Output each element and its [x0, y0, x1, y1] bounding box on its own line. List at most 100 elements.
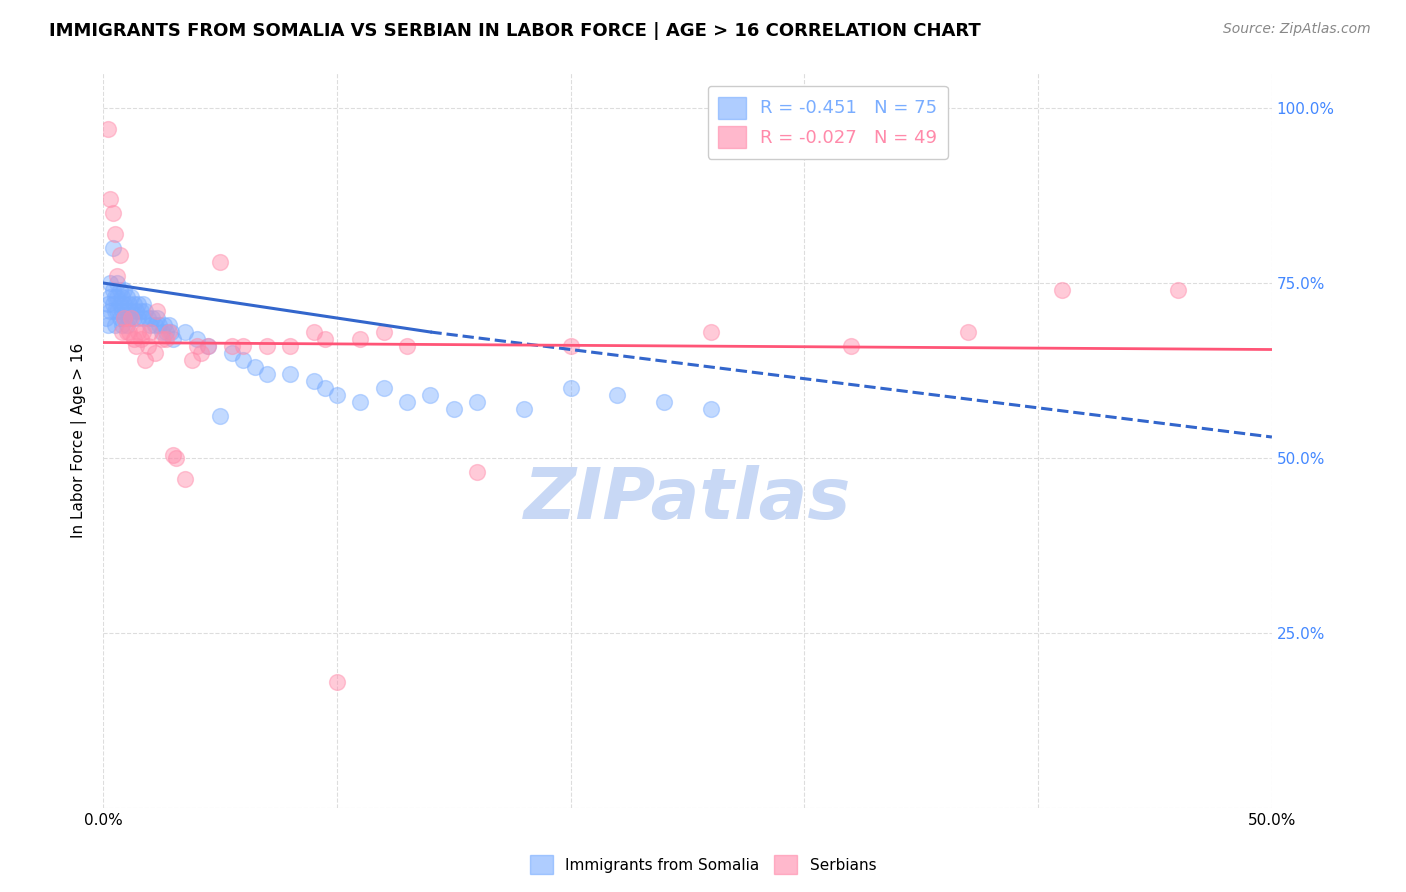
Point [148, 318, 170, 332]
Point [129, 332, 152, 346]
Point [174, 472, 197, 486]
Text: Source: ZipAtlas.com: Source: ZipAtlas.com [1223, 22, 1371, 37]
Point [349, 395, 371, 409]
Point [111, 304, 134, 318]
Point [108, 283, 131, 297]
Point [150, 325, 173, 339]
Point [443, 402, 465, 417]
Point [122, 297, 145, 311]
Point [105, 268, 128, 283]
Point [174, 325, 197, 339]
Point [190, 346, 212, 360]
Point [104, 227, 127, 241]
Point [373, 325, 395, 339]
Point [700, 402, 723, 417]
Point [1050, 283, 1073, 297]
Point [513, 402, 536, 417]
Point [132, 325, 155, 339]
Point [122, 311, 145, 326]
Point [157, 325, 180, 339]
Point [146, 311, 169, 326]
Point [111, 318, 134, 332]
Point [101, 283, 124, 297]
Point [134, 304, 156, 318]
Point [256, 339, 278, 353]
Point [157, 318, 180, 332]
Point [700, 325, 723, 339]
Point [136, 311, 159, 326]
Point [186, 339, 208, 353]
Point [127, 325, 149, 339]
Point [127, 297, 149, 311]
Point [465, 465, 488, 479]
Point [165, 450, 187, 465]
Point [146, 304, 169, 318]
Point [326, 675, 349, 690]
Point [197, 339, 219, 353]
Point [112, 311, 135, 326]
Point [141, 311, 163, 326]
Point [160, 325, 183, 339]
Point [302, 325, 325, 339]
Point [136, 339, 159, 353]
Point [111, 325, 134, 339]
Point [98, 304, 121, 318]
Point [112, 311, 135, 326]
Point [101, 241, 124, 255]
Point [139, 318, 162, 332]
Point [560, 339, 582, 353]
Point [98, 290, 121, 304]
Point [143, 318, 166, 332]
Point [209, 255, 232, 269]
Point [125, 339, 148, 353]
Point [652, 395, 675, 409]
Point [120, 304, 142, 318]
Point [181, 353, 204, 368]
Point [115, 290, 138, 304]
Legend: Immigrants from Somalia, Serbians: Immigrants from Somalia, Serbians [523, 849, 883, 880]
Point [957, 325, 980, 339]
Point [326, 388, 349, 402]
Point [139, 325, 162, 339]
Point [560, 381, 582, 395]
Point [150, 332, 173, 346]
Point [115, 318, 138, 332]
Point [197, 339, 219, 353]
Point [243, 359, 266, 374]
Point [98, 276, 121, 290]
Point [278, 339, 301, 353]
Point [105, 290, 128, 304]
Point [108, 248, 131, 262]
Point [101, 206, 124, 220]
Point [349, 332, 371, 346]
Point [256, 367, 278, 381]
Point [1167, 283, 1189, 297]
Point [104, 290, 127, 304]
Point [465, 395, 488, 409]
Point [155, 325, 177, 339]
Point [105, 276, 128, 290]
Point [115, 304, 138, 318]
Point [314, 381, 336, 395]
Point [153, 318, 176, 332]
Point [122, 332, 145, 346]
Point [143, 346, 166, 360]
Point [132, 297, 155, 311]
Point [104, 304, 127, 318]
Point [162, 448, 184, 462]
Point [118, 297, 141, 311]
Point [186, 332, 208, 346]
Text: IMMIGRANTS FROM SOMALIA VS SERBIAN IN LABOR FORCE | AGE > 16 CORRELATION CHART: IMMIGRANTS FROM SOMALIA VS SERBIAN IN LA… [49, 22, 981, 40]
Point [314, 332, 336, 346]
Point [104, 318, 127, 332]
Point [101, 297, 124, 311]
Point [125, 304, 148, 318]
Legend: R = -0.451   N = 75, R = -0.027   N = 49: R = -0.451 N = 75, R = -0.027 N = 49 [707, 86, 948, 159]
Point [162, 332, 184, 346]
Point [108, 311, 131, 326]
Point [134, 353, 156, 368]
Point [127, 311, 149, 326]
Y-axis label: In Labor Force | Age > 16: In Labor Force | Age > 16 [72, 343, 87, 538]
Point [373, 381, 395, 395]
Point [232, 339, 254, 353]
